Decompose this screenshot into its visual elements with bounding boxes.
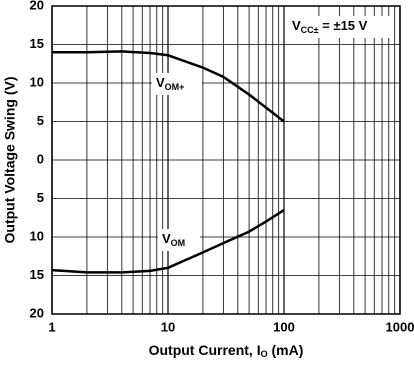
- series-label: VOM: [162, 231, 185, 248]
- x-axis-title-sub: O: [261, 349, 268, 359]
- y-tick-label: 5: [37, 113, 44, 128]
- series-label-bg: [158, 229, 200, 251]
- y-tick-label: 20: [30, 0, 44, 12]
- y-tick-label: 10: [30, 228, 44, 243]
- series-line: [51, 208, 285, 274]
- series-label-bg: [152, 73, 202, 95]
- annotation-tail: = ±15 V: [319, 18, 368, 33]
- series-label-main: V: [162, 231, 171, 246]
- y-tick-label: 15: [30, 267, 44, 282]
- y-tick-label: 5: [37, 190, 44, 205]
- x-tick-label: 10: [161, 319, 175, 334]
- annotation-bg: [288, 16, 392, 38]
- plot-frame: [51, 5, 401, 315]
- y-tick-label: 20: [30, 305, 44, 320]
- x-axis-title: Output Current, IO (mA): [149, 342, 304, 360]
- x-tick-label: 1000: [386, 319, 414, 334]
- series-label-main: V: [156, 75, 165, 90]
- x-axis-title-main: Output Current, I: [149, 342, 261, 358]
- y-axis-title: Output Voltage Swing (V): [2, 77, 18, 244]
- y-tick-label: 0: [37, 151, 44, 166]
- y-tick-label: 10: [30, 74, 44, 89]
- series-label: VOM+: [156, 75, 184, 92]
- x-tick-label: 1: [48, 319, 55, 334]
- series-line: [52, 50, 285, 123]
- x-tick-label: 100: [273, 319, 295, 334]
- annotation: VCC± = ±15 V: [292, 18, 368, 35]
- annotation-sub: CC±: [301, 25, 319, 35]
- series-label-sub: OM: [171, 238, 186, 248]
- annotation-main: V: [292, 18, 301, 33]
- x-axis-title-tail: (mA): [268, 342, 304, 358]
- y-tick-label: 15: [30, 36, 44, 51]
- series-label-sub: OM+: [165, 82, 185, 92]
